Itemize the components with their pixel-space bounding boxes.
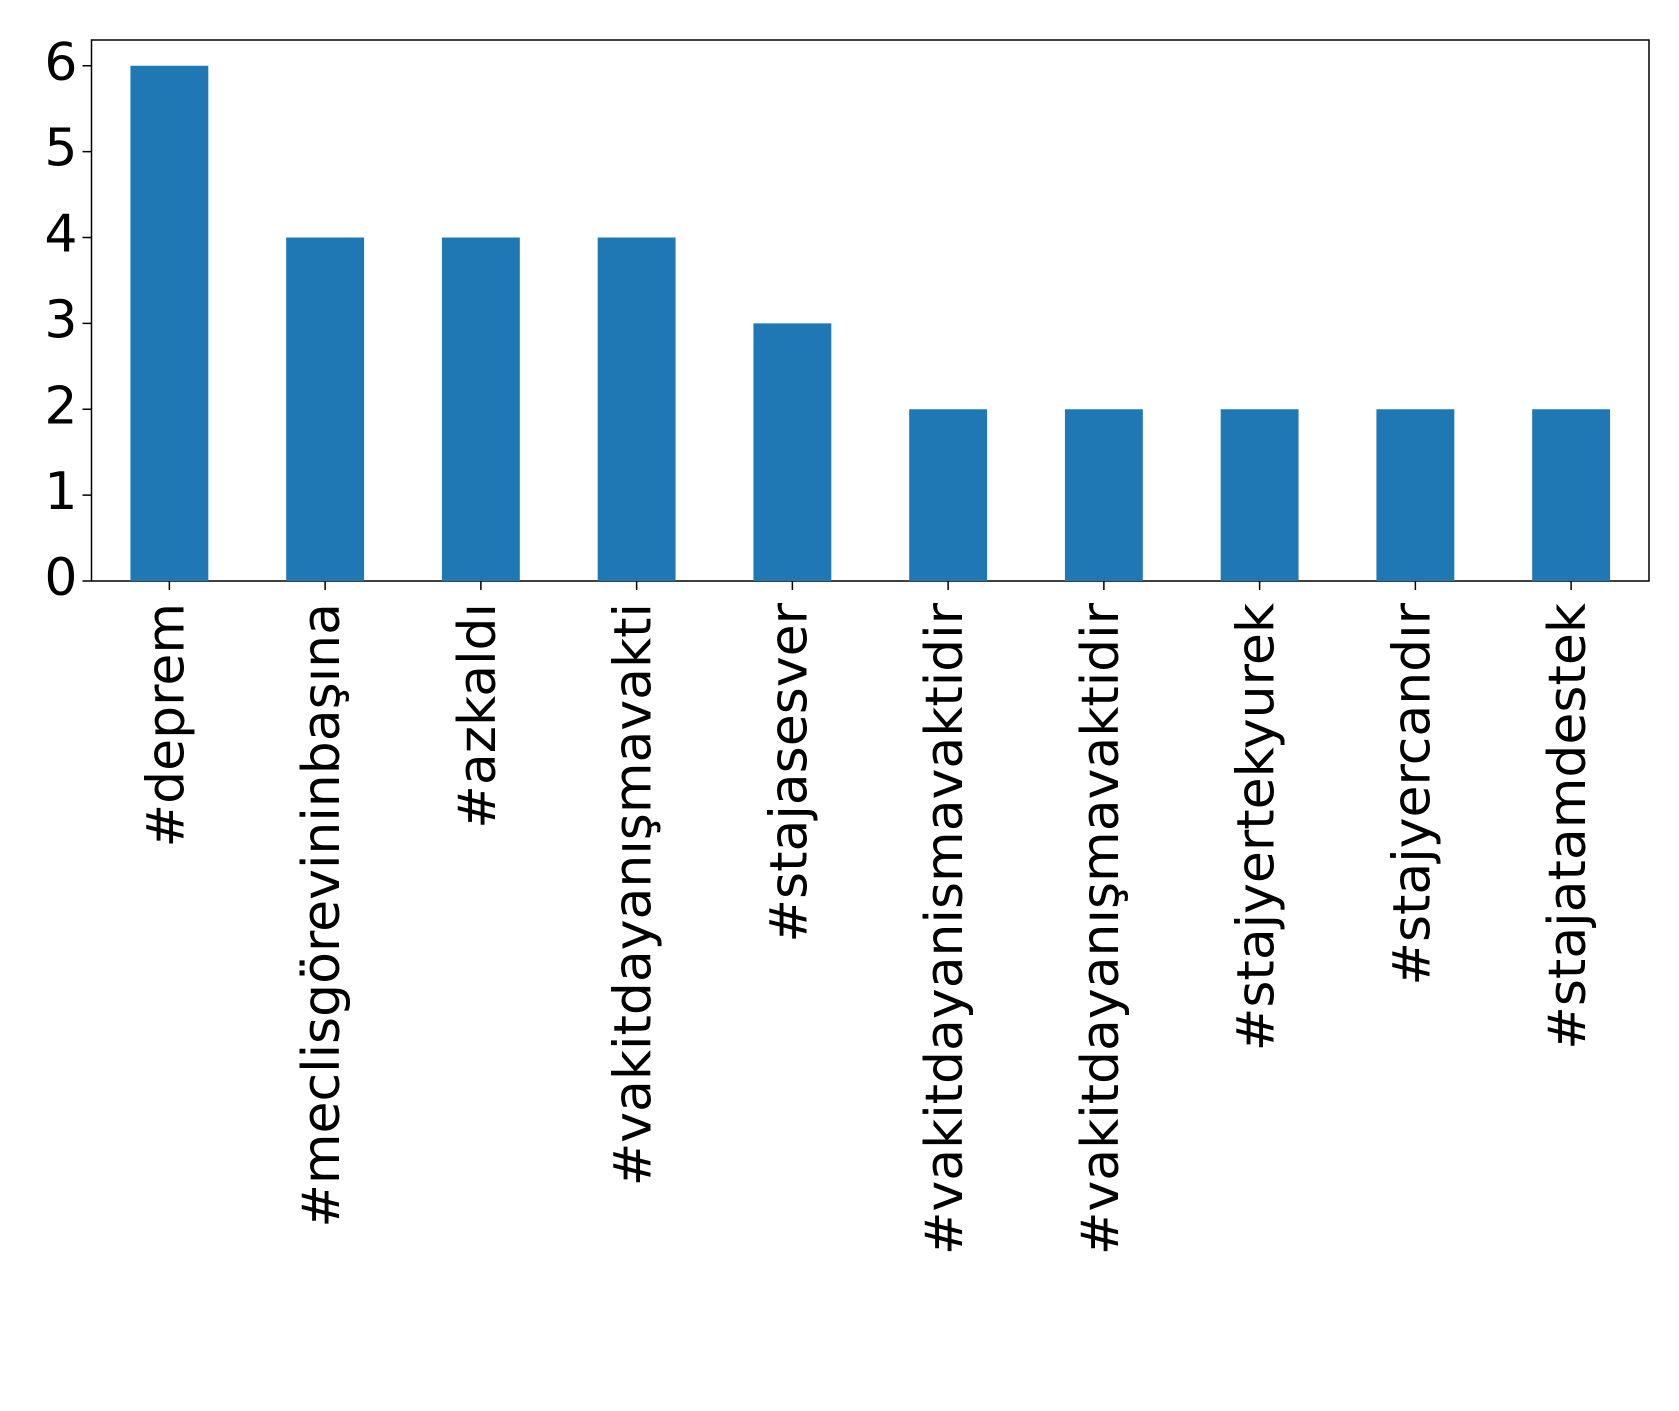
y-tick-label: 0 xyxy=(44,548,77,608)
x-tick-label: #vakitdayanışmavakti xyxy=(604,603,664,1186)
bar xyxy=(753,323,832,581)
bar xyxy=(286,237,365,581)
x-tick-label: #meclisgörevininbaşına xyxy=(292,603,352,1228)
plot-frame xyxy=(90,39,1650,582)
y-tick-label: 5 xyxy=(44,119,77,179)
bar xyxy=(597,237,676,581)
x-tick-label: #stajyercandır xyxy=(1382,602,1442,985)
bar xyxy=(1532,409,1611,581)
y-tick-label: 2 xyxy=(44,376,77,436)
x-tick-label: #stajatamdestek xyxy=(1538,603,1598,1050)
bar xyxy=(1064,409,1143,581)
bar xyxy=(441,237,520,581)
y-tick-label: 4 xyxy=(44,205,77,265)
x-tick-label: #deprem xyxy=(136,603,196,847)
x-tick-label: #vakitdayanismavaktidir xyxy=(915,602,975,1255)
bar xyxy=(909,409,988,581)
x-tick-label: #stajyertekyurek xyxy=(1227,603,1287,1051)
x-tick-label: #azkaldı xyxy=(448,603,508,829)
bar xyxy=(1220,409,1299,581)
bar xyxy=(130,65,209,581)
y-tick-label: 3 xyxy=(44,290,77,350)
x-tick-label: #vakitdayanışmavaktidir xyxy=(1071,602,1131,1255)
y-tick-label: 6 xyxy=(44,33,77,93)
bar xyxy=(1376,409,1455,581)
y-tick-label: 1 xyxy=(44,462,77,522)
x-tick-label: #stajasesver xyxy=(759,602,819,942)
